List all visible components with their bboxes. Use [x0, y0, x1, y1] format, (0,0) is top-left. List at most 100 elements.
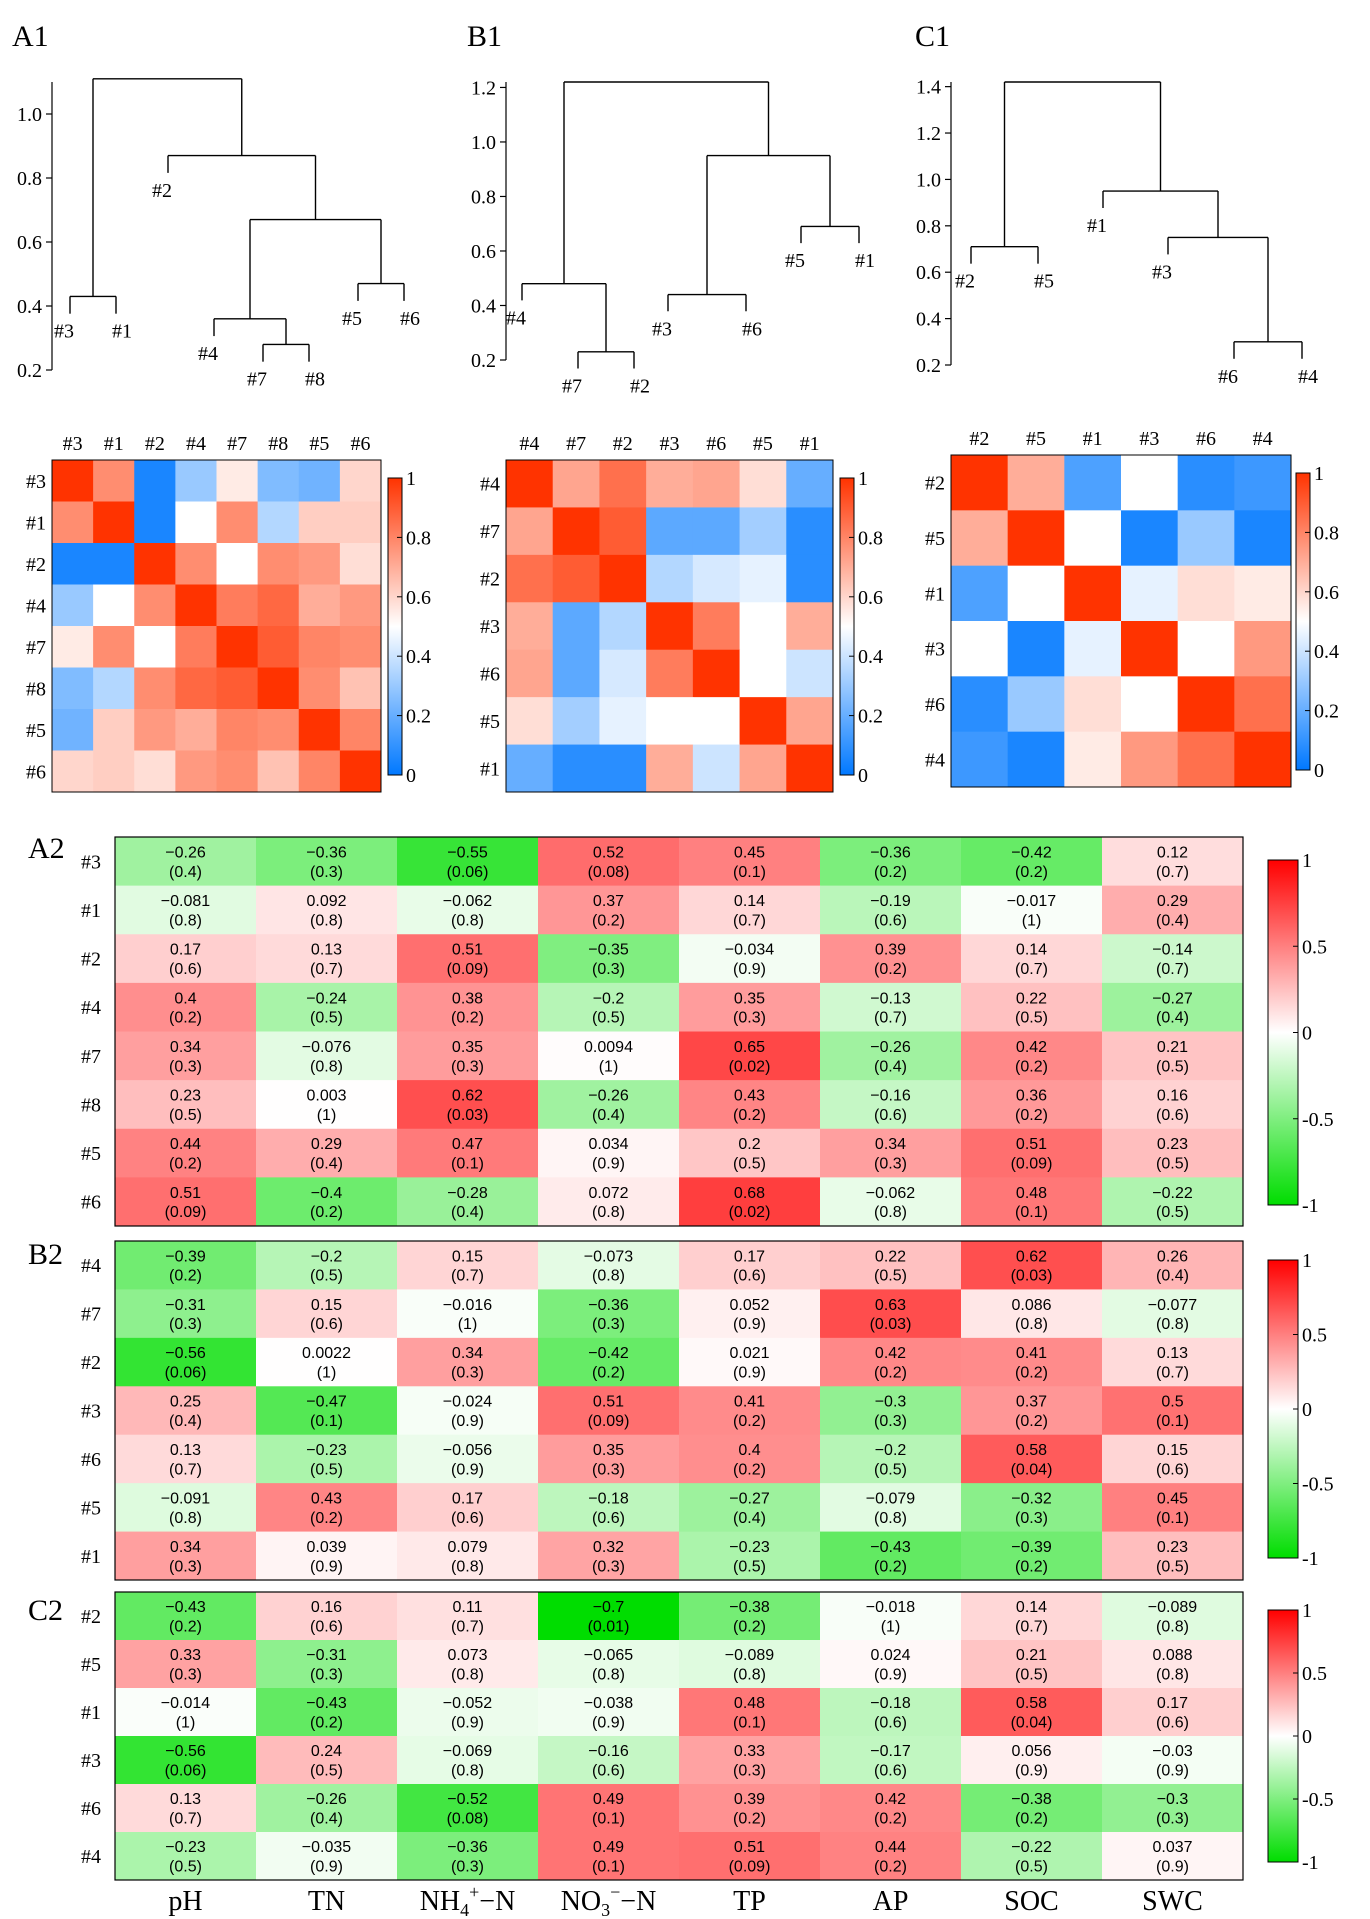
similarity-cell [599, 507, 647, 556]
correlation-cell [961, 885, 1103, 935]
similarity-cell [175, 667, 217, 710]
correlation-r-value: −0.43 [306, 1695, 347, 1712]
correlation-r-value: −0.056 [443, 1442, 492, 1459]
similarity-cell [1177, 731, 1235, 788]
correlation-p-value: (0.1) [1156, 1510, 1189, 1527]
panel-label-a1: A1 [12, 20, 49, 53]
similarity-row-label: #3 [480, 616, 500, 638]
correlation-p-value: (0.5) [1156, 1558, 1189, 1575]
correlation-r-value: 0.088 [1152, 1647, 1192, 1664]
similarity-cell [93, 667, 135, 710]
similarity-cell [552, 649, 600, 698]
correlation-p-value: (0.7) [310, 961, 343, 978]
correlation-p-value: (0.5) [310, 1268, 343, 1285]
correlation-r-value: 0.51 [452, 942, 483, 959]
dendrogram-ytick-label: 0.6 [471, 241, 496, 263]
correlation-r-value: −0.076 [302, 1039, 351, 1056]
correlation-p-value: (0.7) [1156, 961, 1189, 978]
correlation-cell [1102, 1080, 1244, 1130]
similarity-cell [1121, 731, 1179, 788]
correlation-p-value: (0.2) [874, 961, 907, 978]
correlation-cell [1102, 1241, 1244, 1290]
similarity-cell [134, 667, 176, 710]
similarity-cell [1121, 510, 1179, 567]
colorbar-tick-label: 0.5 [1302, 936, 1327, 958]
correlation-cell [115, 1337, 257, 1387]
correlation-cell [397, 1434, 539, 1484]
correlation-cell [1102, 1592, 1244, 1641]
colorbar-tick-label: 1 [1314, 463, 1324, 485]
correlation-cell [1102, 934, 1244, 984]
correlation-p-value: (0.3) [1156, 1810, 1189, 1827]
correlation-r-value: 0.17 [452, 1490, 483, 1507]
similarity-cell [599, 697, 647, 746]
similarity-cell [599, 744, 647, 793]
column-label: pH [168, 1886, 202, 1917]
similarity-cell [786, 602, 834, 651]
correlation-r-value: −0.32 [1011, 1490, 1052, 1507]
similarity-cell [216, 709, 259, 751]
correlation-cell [1102, 1640, 1244, 1689]
similarity-cell [257, 460, 300, 502]
correlation-p-value: (0.6) [451, 1510, 484, 1527]
correlation-r-value: −0.052 [443, 1695, 492, 1712]
correlation-r-value: 0.024 [870, 1647, 910, 1664]
similarity-col-label: #5 [309, 433, 329, 455]
correlation-cell [679, 1531, 821, 1581]
correlation-p-value: (0.9) [310, 1558, 343, 1575]
correlation-cell [1102, 1531, 1244, 1581]
correlation-r-value: −0.39 [165, 1248, 206, 1265]
correlation-cell [1102, 982, 1244, 1032]
correlation-r-value: 0.15 [311, 1297, 342, 1314]
correlation-r-value: 0.37 [1016, 1394, 1047, 1411]
correlation-r-value: 0.4 [738, 1442, 760, 1459]
correlation-r-value: 0.34 [170, 1039, 201, 1056]
correlation-p-value: (0.2) [1015, 1810, 1048, 1827]
similarity-cell [1234, 731, 1292, 788]
correlation-cell [256, 1031, 398, 1081]
correlation-p-value: (1) [881, 1618, 901, 1635]
correlation-r-value: −0.18 [588, 1490, 629, 1507]
correlation-r-value: −0.27 [1152, 990, 1193, 1007]
correlation-r-value: 0.034 [588, 1136, 628, 1153]
correlation-p-value: (0.9) [592, 1156, 625, 1173]
dendrogram-leaf-label: #1 [855, 250, 875, 272]
column-label: SOC [1004, 1886, 1058, 1917]
similarity-cell [692, 460, 741, 508]
similarity-cell [786, 460, 834, 508]
correlation-cell [115, 1031, 257, 1081]
similarity-col-label: #2 [145, 433, 165, 455]
correlation-cell [538, 1128, 680, 1178]
correlation-cell [961, 1592, 1103, 1641]
correlation-p-value: (0.5) [169, 1107, 202, 1124]
similarity-cell [1121, 455, 1179, 511]
correlation-p-value: (0.06) [165, 1365, 207, 1382]
similarity-cell [646, 507, 694, 556]
correlation-cell [256, 1832, 398, 1881]
correlation-r-value: 0.29 [311, 1136, 342, 1153]
correlation-p-value: (0.8) [874, 1204, 907, 1221]
similarity-col-label: #5 [753, 433, 773, 455]
correlation-p-value: (0.09) [729, 1858, 771, 1875]
correlation-r-value: 0.22 [1016, 990, 1047, 1007]
correlation-r-value: −0.22 [1152, 1185, 1193, 1202]
correlation-p-value: (0.6) [874, 1762, 907, 1779]
similarity-cell [134, 460, 176, 502]
correlation-p-value: (0.2) [874, 864, 907, 881]
correlation-cell [397, 1784, 539, 1833]
correlation-p-value: (0.8) [1015, 1316, 1048, 1333]
correlation-cell [538, 934, 680, 984]
correlation-r-value: −0.28 [447, 1185, 488, 1202]
correlation-r-value: 0.42 [875, 1791, 906, 1808]
correlation-r-value: 0.48 [734, 1695, 765, 1712]
correlation-r-value: 0.0022 [302, 1345, 351, 1362]
correlation-p-value: (0.9) [451, 1413, 484, 1430]
colorbar-tick-label: 0.8 [406, 527, 431, 549]
correlation-p-value: (0.9) [733, 961, 766, 978]
colorbar-tick-label: 0.4 [406, 646, 431, 668]
correlation-r-value: 0.32 [593, 1539, 624, 1556]
similarity-row-label: #4 [26, 595, 46, 617]
correlation-r-value: 0.35 [593, 1442, 624, 1459]
correlation-cell [1102, 1031, 1244, 1081]
correlation-cell [397, 1640, 539, 1689]
